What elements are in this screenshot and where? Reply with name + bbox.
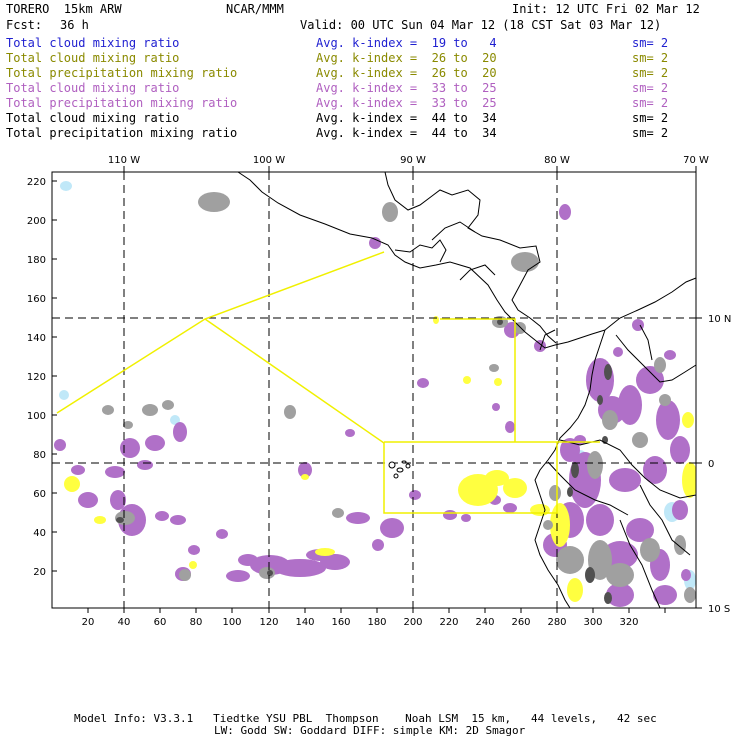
- forecast-hours: 36 h: [60, 18, 89, 32]
- grid-x-label: 120: [259, 617, 278, 628]
- grid-y-label: 200: [27, 216, 46, 227]
- left-ticks: [52, 180, 57, 572]
- grid-y-label: 60: [33, 489, 46, 500]
- legend-row-sm: sm= 2: [632, 81, 669, 95]
- left-tick-labels: 220 200 180 160 140 120 100 80 60 40 20: [27, 177, 46, 578]
- grid-x-label: 140: [295, 617, 314, 628]
- south-america-pacific-coast: [534, 329, 606, 609]
- forecast-label: Fcst:: [6, 18, 43, 32]
- model-title: TORERO 15km ARW: [6, 2, 122, 16]
- country-border: [619, 519, 661, 609]
- bottom-ticks: [87, 608, 666, 613]
- grid-x-label: 240: [475, 617, 494, 628]
- grid-x-label: 300: [583, 617, 602, 628]
- legend-row-sm: sm= 2: [632, 96, 669, 110]
- grid-y-label: 160: [27, 294, 46, 305]
- grid-y-label: 100: [27, 411, 46, 422]
- country-border: [559, 439, 697, 499]
- legend-row-index: Avg. k-index = 44 to 34: [316, 111, 497, 125]
- lat-label: 0: [708, 459, 714, 470]
- grid-x-label: 180: [367, 617, 386, 628]
- south-america-north-coast: [604, 277, 697, 331]
- country-border: [639, 484, 691, 556]
- country-border: [431, 221, 476, 241]
- grid-x-label: 80: [190, 617, 203, 628]
- lat-lon-grid: [52, 172, 696, 608]
- country-border: [615, 334, 697, 383]
- grid-x-label: 100: [222, 617, 241, 628]
- yellow-precip-areas: [64, 316, 696, 602]
- coastlines: [237, 171, 697, 609]
- legend-row-sm: sm= 2: [632, 126, 669, 140]
- right-ticks: [696, 317, 702, 609]
- country-border: [539, 329, 556, 351]
- grid-x-label: 40: [118, 617, 131, 628]
- lon-label: 70 W: [683, 155, 709, 166]
- lon-label: 90 W: [400, 155, 426, 166]
- lat-label: 10 N: [708, 314, 731, 325]
- legend-row-index: Avg. k-index = 26 to 20: [316, 66, 497, 80]
- grid-y-label: 220: [27, 177, 46, 188]
- lon-label: 80 W: [544, 155, 570, 166]
- valid-time: Valid: 00 UTC Sun 04 Mar 12 (18 CST Sat …: [300, 18, 662, 32]
- gray-cloud-areas: [102, 192, 696, 603]
- bottom-tick-labels: 20 40 60 80 100 120 140 160 180 200 220 …: [82, 617, 639, 628]
- grid-y-label: 40: [33, 528, 46, 539]
- legend-row-field: Total cloud mixing ratio: [6, 51, 180, 65]
- yellow-boundary-lines: [56, 251, 600, 514]
- grid-y-label: 80: [33, 450, 46, 461]
- legend-row-sm: sm= 2: [632, 51, 669, 65]
- physics-info-line: LW: Godd SW: Goddard DIFF: simple KM: 2D…: [214, 724, 526, 737]
- grid-x-label: 260: [511, 617, 530, 628]
- grid-x-label: 200: [403, 617, 422, 628]
- lon-label: 110 W: [108, 155, 140, 166]
- legend-row-sm: sm= 2: [632, 36, 669, 50]
- lat-label: 10 S: [708, 604, 730, 615]
- legend-row-index: Avg. k-index = 44 to 34: [316, 126, 497, 140]
- legend-row-field: Total cloud mixing ratio: [6, 111, 180, 125]
- legend-row-index: Avg. k-index = 33 to 25: [316, 81, 497, 95]
- central-america-caribbean-coast: [384, 171, 557, 344]
- plot-frame: [51, 171, 697, 609]
- legend-row-field: Total cloud mixing ratio: [6, 81, 180, 95]
- legend-row-field: Total precipitation mixing ratio: [6, 96, 238, 110]
- lon-label: 100 W: [253, 155, 285, 166]
- grid-y-label: 180: [27, 255, 46, 266]
- legend-row-index: Avg. k-index = 33 to 25: [316, 96, 497, 110]
- country-border: [394, 239, 447, 263]
- grid-x-label: 20: [82, 617, 95, 628]
- dark-convective-cores: [116, 319, 612, 604]
- country-border: [547, 461, 629, 516]
- grid-x-label: 160: [331, 617, 350, 628]
- init-time: Init: 12 UTC Fri 02 Mar 12: [512, 2, 700, 16]
- top-ticks: [123, 166, 697, 172]
- legend-row-index: Avg. k-index = 19 to 4: [316, 36, 497, 50]
- legend-row-field: Total precipitation mixing ratio: [6, 66, 238, 80]
- grid-x-label: 220: [439, 617, 458, 628]
- grid-x-label: 60: [154, 617, 167, 628]
- boundary-line: [204, 318, 558, 514]
- model-info-line: Model Info: V3.3.1 Tiedtke YSU PBL Thomp…: [74, 712, 657, 725]
- grid-x-label: 320: [619, 617, 638, 628]
- country-border: [639, 324, 653, 361]
- legend-row-field: Total precipitation mixing ratio: [6, 126, 238, 140]
- grid-x-label: 280: [547, 617, 566, 628]
- legend-row-field: Total cloud mixing ratio: [6, 36, 180, 50]
- legend-row-sm: sm= 2: [632, 111, 669, 125]
- grid-y-label: 140: [27, 333, 46, 344]
- boundary-line: [56, 251, 385, 414]
- central-america-pacific-coast: [237, 171, 606, 349]
- organization-label: NCAR/MMM: [226, 2, 284, 16]
- boundary-line: [440, 318, 516, 340]
- field-layer: [54, 181, 696, 607]
- legend-row-index: Avg. k-index = 26 to 20: [316, 51, 497, 65]
- country-border: [459, 264, 496, 281]
- legend-row-sm: sm= 2: [632, 66, 669, 80]
- grid-y-label: 120: [27, 372, 46, 383]
- grid-y-label: 20: [33, 567, 46, 578]
- galapagos-islands: [388, 460, 411, 479]
